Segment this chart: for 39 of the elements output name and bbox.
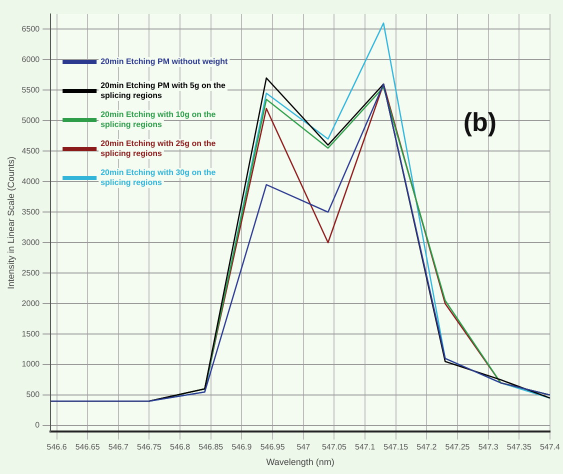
x-tick-label: 547.2 <box>416 442 438 452</box>
y-tick-label: 1000 <box>22 360 40 369</box>
x-tick-label: 546.8 <box>170 442 191 452</box>
legend-label: 20min Etching with 30g on the splicing regions <box>100 168 216 188</box>
y-tick-label: 1500 <box>22 329 40 338</box>
y-tick-label: 5500 <box>22 85 40 94</box>
x-tick-label: 546.7 <box>108 442 129 452</box>
x-tick-label: 547.3 <box>478 442 499 452</box>
legend-label: 20min Etching PM without weight <box>100 57 228 66</box>
x-tick-label: 546.6 <box>46 442 68 452</box>
y-axis-title: Intensity in Linear Scale (Counts) <box>6 156 16 290</box>
x-tick-label: 546.95 <box>260 442 286 452</box>
x-tick-label: 546.85 <box>198 442 224 452</box>
x-axis-title: Wavelength (nm) <box>266 457 334 468</box>
y-tick-label: 3000 <box>22 238 40 247</box>
y-tick-label: 6000 <box>22 54 40 64</box>
y-tick-label: 5000 <box>22 116 40 125</box>
y-tick-label: 500 <box>26 390 40 400</box>
y-tick-label: 4000 <box>22 176 40 186</box>
y-tick-label: 6500 <box>22 24 40 34</box>
y-tick-label: 2500 <box>22 268 40 278</box>
legend-label: 20min Etching with 10g on the splicing regions <box>100 110 216 130</box>
legend-label: 20min Etching with 25g on the splicing regions <box>100 139 216 158</box>
y-tick-label: 2000 <box>22 298 40 308</box>
y-tick-label: 0 <box>35 420 40 430</box>
x-tick-label: 546.75 <box>137 442 162 452</box>
annotation: (b) <box>463 107 497 138</box>
x-tick-label: 547.1 <box>355 442 376 452</box>
x-tick-label: 547 <box>296 442 311 452</box>
y-tick-label: 4500 <box>22 146 40 156</box>
x-tick-label: 547.15 <box>384 442 409 452</box>
legend-label: 20min Etching PM with 5g on the splicing regions <box>100 81 226 100</box>
x-tick-label: 547.4 <box>540 442 561 452</box>
x-tick-label: 546.9 <box>232 442 252 452</box>
x-tick-label: 547.05 <box>322 442 347 452</box>
x-tick-label: 547.25 <box>445 442 470 452</box>
x-tick-label: 547.35 <box>506 442 532 452</box>
y-tick-label: 3500 <box>22 207 40 216</box>
x-tick-label: 546.65 <box>75 442 100 452</box>
